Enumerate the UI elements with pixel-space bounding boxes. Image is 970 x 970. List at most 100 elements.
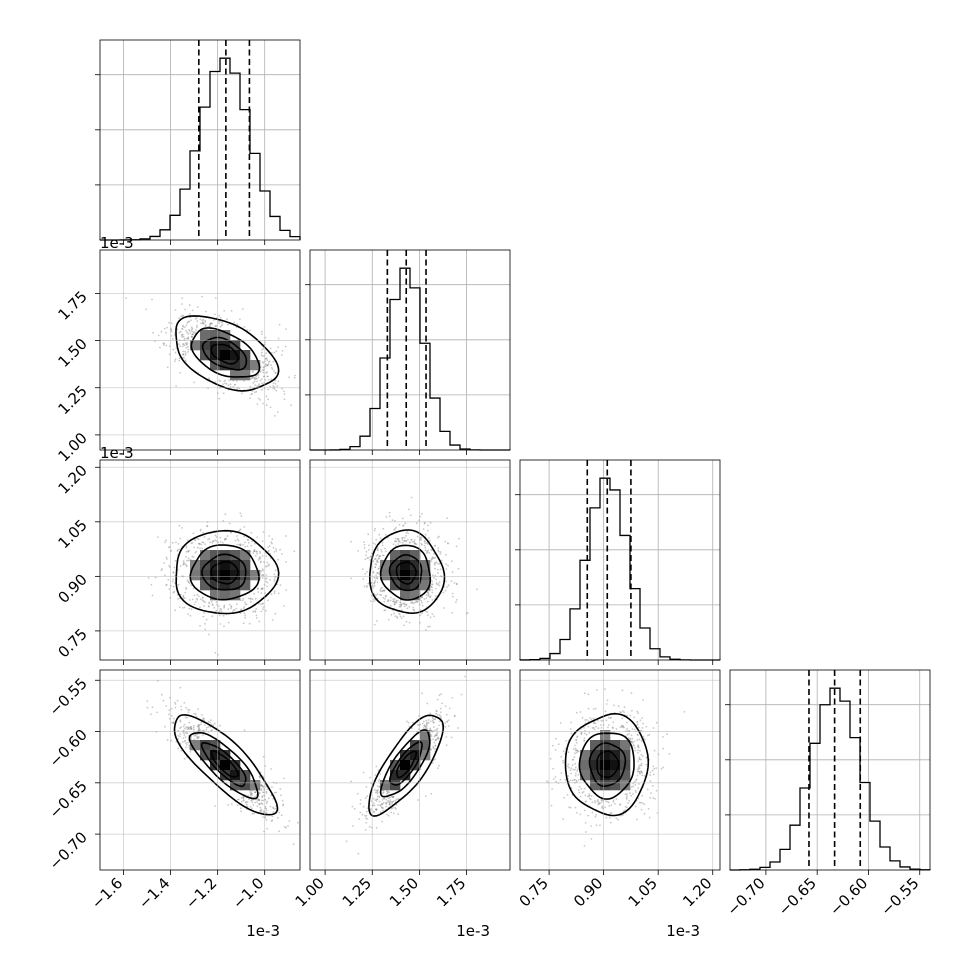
- sample-point: [185, 344, 188, 346]
- y-tick-label: 1.05: [54, 516, 90, 552]
- sample-point: [261, 555, 264, 557]
- sample-point: [393, 612, 395, 615]
- sample-point: [386, 790, 388, 793]
- sample-point: [215, 540, 218, 543]
- sample-point: [265, 578, 267, 580]
- sample-point: [262, 371, 265, 374]
- sample-point: [435, 582, 438, 585]
- sample-point: [245, 800, 248, 803]
- sample-point: [182, 324, 184, 327]
- sample-point: [584, 794, 587, 797]
- sample-point: [182, 607, 184, 609]
- sample-point: [159, 346, 161, 349]
- y-tick-label: −0.70: [46, 828, 91, 873]
- sample-point: [391, 800, 393, 803]
- x-tick-label: 1.25: [339, 874, 375, 910]
- sample-point: [265, 790, 268, 793]
- sample-point: [588, 732, 591, 734]
- sample-point: [231, 610, 234, 613]
- sample-point: [591, 811, 594, 814]
- sample-point: [179, 727, 181, 730]
- sample-point: [397, 798, 400, 800]
- sample-point: [457, 567, 460, 570]
- sample-point: [451, 697, 454, 699]
- sample-point: [205, 729, 208, 731]
- sample-point: [568, 781, 571, 783]
- density-cell: [590, 750, 601, 761]
- sample-point: [185, 550, 188, 553]
- density-cell: [230, 780, 241, 791]
- sample-point: [222, 392, 225, 395]
- density-cell: [600, 780, 611, 791]
- sample-point: [274, 807, 277, 810]
- sample-point: [172, 721, 175, 723]
- sample-point: [435, 739, 437, 742]
- density-cell: [410, 590, 421, 601]
- sample-point: [400, 604, 402, 607]
- sample-point: [196, 320, 199, 323]
- sample-point: [601, 806, 603, 809]
- sample-point: [239, 543, 242, 546]
- sample-point: [394, 537, 397, 540]
- sample-point: [596, 800, 599, 802]
- sample-point: [373, 576, 376, 579]
- sample-point: [376, 559, 378, 561]
- sample-point: [377, 549, 379, 552]
- sample-point: [185, 547, 188, 549]
- sample-point: [350, 780, 353, 783]
- sample-point: [610, 804, 613, 807]
- sample-point: [636, 774, 639, 777]
- sample-point: [255, 390, 258, 393]
- sample-point: [242, 796, 245, 799]
- sample-point: [381, 798, 384, 801]
- sample-point: [193, 712, 196, 715]
- sample-point: [402, 602, 404, 605]
- sample-point: [613, 704, 615, 707]
- hist-panel-1: [305, 249, 511, 451]
- sample-point: [421, 692, 424, 695]
- sample-point: [204, 622, 206, 625]
- sample-point: [640, 758, 642, 761]
- sample-point: [197, 595, 200, 598]
- sample-point: [464, 675, 466, 678]
- x-tick-label: −0.60: [826, 874, 871, 919]
- sample-point: [186, 321, 189, 324]
- sample-point: [636, 723, 639, 726]
- sample-point: [193, 381, 196, 384]
- sample-point: [624, 793, 627, 796]
- sample-point: [184, 342, 187, 344]
- sample-point: [194, 551, 197, 554]
- sample-point: [239, 512, 242, 515]
- sample-point: [261, 785, 264, 787]
- sample-point: [433, 741, 436, 744]
- sample-point: [638, 756, 641, 759]
- sample-point: [580, 732, 583, 734]
- sample-point: [381, 544, 384, 547]
- sample-point: [152, 331, 154, 334]
- sample-point: [247, 539, 249, 541]
- sample-point: [382, 792, 384, 795]
- sample-point: [437, 550, 440, 553]
- sample-point: [367, 582, 370, 585]
- sample-point: [258, 557, 261, 559]
- sample-point: [177, 738, 180, 740]
- sample-point: [244, 601, 246, 603]
- sample-point: [608, 801, 610, 804]
- density-cell: [420, 580, 431, 591]
- sample-point: [378, 791, 381, 794]
- sample-point: [219, 380, 222, 383]
- sample-point: [642, 699, 645, 701]
- sample-point: [640, 770, 642, 773]
- sample-point: [242, 607, 245, 610]
- hist-panel-3: [725, 669, 931, 871]
- density-cell: [600, 740, 611, 751]
- sample-point: [168, 353, 171, 356]
- sample-point: [244, 614, 247, 617]
- y-tick-label: −0.65: [46, 777, 91, 822]
- sample-point: [194, 318, 197, 320]
- sample-point: [247, 539, 250, 541]
- sample-point: [172, 348, 175, 351]
- sample-point: [274, 569, 277, 572]
- sample-point: [627, 737, 630, 739]
- sample-point: [183, 597, 186, 599]
